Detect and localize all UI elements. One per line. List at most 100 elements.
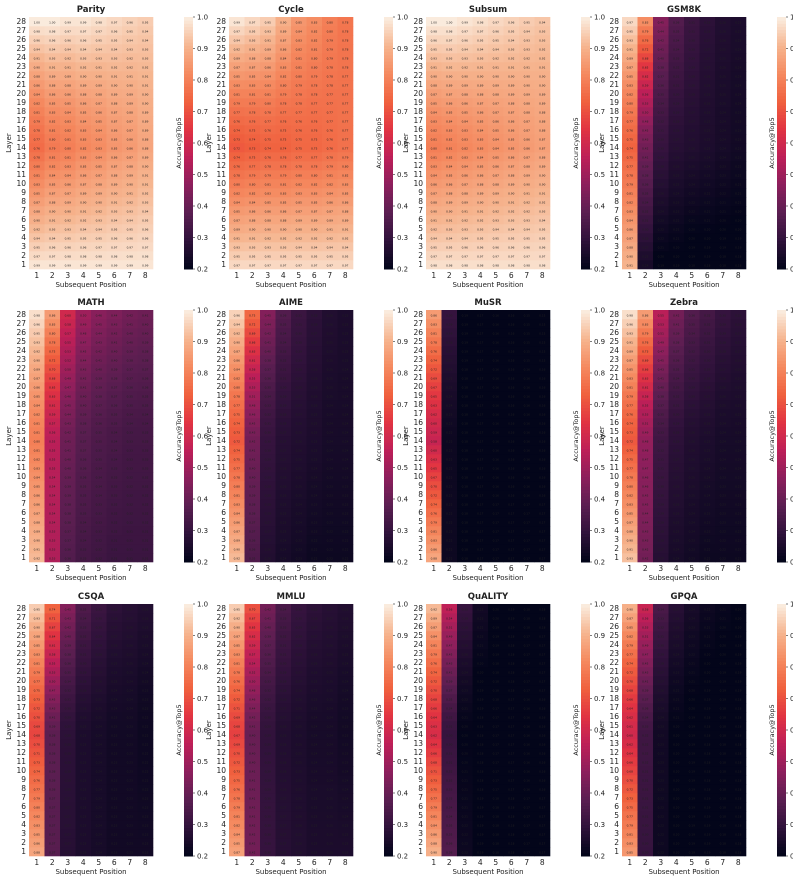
cell-label: 0.87 (280, 38, 286, 42)
cell-label: 0.96 (508, 20, 514, 24)
heatmap-cell (75, 260, 92, 270)
cell-label: 0.92 (493, 209, 499, 213)
cell-label: 0.83 (296, 191, 302, 195)
cell-label: 0.96 (477, 245, 483, 249)
cell-label: 0.90 (627, 254, 633, 258)
cell-label: 0.29 (446, 322, 452, 326)
cell-label: 0.83 (80, 155, 86, 159)
cell-label: 0.99 (34, 263, 40, 267)
colorbar-segment (581, 467, 590, 472)
cell-label: 0.87 (34, 511, 40, 515)
cell-label: 0.82 (446, 137, 452, 141)
cell-label: 0.23 (142, 823, 148, 827)
cell-label: 0.86 (493, 119, 499, 123)
colorbar-segment (184, 366, 193, 371)
cell-label: 0.22 (720, 182, 726, 186)
cell-label: 0.28 (65, 760, 71, 764)
y-tick-label: 22 (609, 71, 619, 80)
cell-label: 0.41 (65, 439, 71, 443)
y-tick-label: 4 (614, 526, 619, 535)
colorbar-segment (581, 17, 590, 21)
heatmap-cell (29, 233, 45, 243)
colorbar-segment (777, 80, 786, 84)
cell-label: 0.28 (296, 385, 302, 389)
cell-label: 0.17 (539, 547, 545, 551)
y-tick-label: 5 (221, 224, 226, 233)
colorbar-segment (777, 558, 786, 563)
cell-label: 0.24 (296, 502, 302, 506)
cell-label: 0.89 (342, 218, 348, 222)
heatmap-cell (44, 206, 61, 216)
cell-label: 0.24 (735, 101, 741, 105)
cell-label: 0.97 (111, 245, 117, 249)
colorbar-segment (581, 432, 590, 437)
cell-label: 0.16 (493, 403, 499, 407)
colorbar-segment (581, 48, 590, 53)
colorbar-segment (581, 505, 590, 509)
heatmap-cell (91, 188, 107, 198)
x-tick-label: 3 (265, 271, 270, 280)
colorbar-segment (384, 23, 393, 27)
cell-label: 0.22 (311, 538, 317, 542)
cell-label: 0.54 (49, 520, 55, 524)
cell-label: 0.23 (127, 805, 133, 809)
cell-label: 0.85 (96, 119, 102, 123)
cell-label: 0.98 (111, 254, 117, 258)
colorbar-segment (184, 76, 193, 81)
heatmap-cell (275, 143, 292, 153)
y-tick-label: 4 (614, 233, 619, 242)
heatmap-cell (60, 71, 76, 81)
cell-label: 0.26 (720, 394, 726, 398)
cell-label: 0.92 (234, 556, 240, 560)
cell-label: 0.24 (673, 191, 679, 195)
cell-label: 0.24 (704, 484, 710, 488)
y-tick-label: 26 (216, 328, 226, 337)
cell-label: 0.87 (34, 376, 40, 380)
cell-label: 0.97 (96, 29, 102, 33)
cell-label: 0.89 (508, 182, 514, 186)
y-tick-label: 3 (614, 535, 619, 544)
x-axis-label: Subsequent Position (55, 574, 126, 582)
cell-label: 0.16 (539, 421, 545, 425)
y-tick-label: 20 (413, 382, 423, 391)
heatmap-cell (137, 62, 154, 72)
y-tick-label: 12 (413, 161, 423, 170)
cell-label: 0.94 (431, 236, 437, 240)
cell-label: 0.17 (477, 457, 483, 461)
cell-label: 0.74 (34, 769, 40, 773)
cell-label: 0.61 (249, 358, 255, 362)
colorbar-segment (581, 193, 590, 198)
cell-label: 0.41 (249, 457, 255, 461)
colorbar-segment (384, 401, 393, 405)
cell-label: 0.24 (280, 547, 286, 551)
heatmap-cell (322, 89, 338, 99)
cell-label: 0.27 (311, 349, 317, 353)
colorbar-segment (184, 180, 193, 185)
y-tick-label: 3 (21, 242, 26, 251)
cell-label: 0.23 (735, 475, 741, 479)
heatmap-cell (75, 89, 92, 99)
colorbar-segment (581, 335, 590, 339)
cell-label: 0.85 (431, 101, 437, 105)
heatmap-cell (337, 179, 354, 189)
x-tick-label: 4 (674, 564, 679, 573)
cell-label: 0.23 (127, 850, 133, 854)
colorbar-tick-label: 0.3 (594, 527, 605, 535)
cell-label: 0.31 (111, 547, 117, 551)
x-tick-label: 5 (493, 271, 498, 280)
colorbar-segment (384, 250, 393, 254)
cell-label: 0.16 (508, 430, 514, 434)
cell-label: 0.17 (508, 511, 514, 515)
cell-label: 0.88 (539, 119, 545, 123)
colorbar-segment (184, 505, 193, 509)
y-tick-label: 6 (21, 802, 26, 811)
cell-label: 0.16 (539, 493, 545, 497)
colorbar-tick-label: 0.2 (594, 266, 605, 274)
colorbar-segment (384, 202, 393, 207)
colorbar-segment (581, 499, 590, 503)
cell-label: 0.27 (280, 448, 286, 452)
cell-label: 0.78 (342, 47, 348, 51)
cell-label: 0.33 (673, 56, 679, 60)
cell-label: 0.24 (689, 511, 695, 515)
